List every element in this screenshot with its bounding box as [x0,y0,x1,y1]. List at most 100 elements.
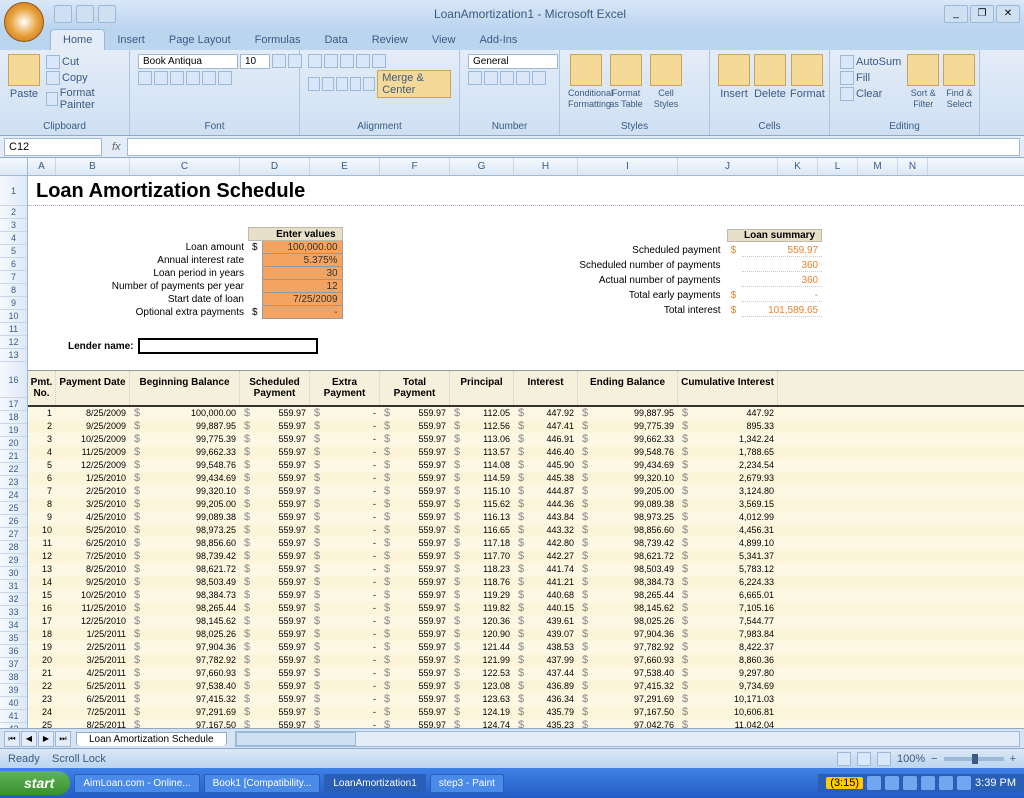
horizontal-scrollbar[interactable] [235,731,1020,747]
sort-filter-button[interactable]: Sort & Filter [907,54,939,110]
row-header[interactable]: 39 [0,684,27,697]
copy-button[interactable]: Copy [44,70,121,86]
merge-center-button[interactable]: Merge & Center [377,70,451,98]
number-format-dropdown[interactable]: General [468,54,558,69]
input-value[interactable]: 100,000.00 [262,241,342,254]
align-middle-button[interactable] [324,54,338,68]
schedule-row[interactable]: 203/25/2011$97,782.92$559.97$-$559.97$12… [28,654,1024,667]
column-header[interactable]: E [310,158,380,175]
align-left-button[interactable] [308,77,320,91]
clear-button[interactable]: Clear [838,86,903,102]
row-header[interactable]: 41 [0,710,27,723]
schedule-row[interactable]: 127/25/2010$98,739.42$559.97$-$559.97$11… [28,550,1024,563]
column-header[interactable]: D [240,158,310,175]
row-header[interactable]: 3 [0,219,27,232]
row-header[interactable]: 6 [0,258,27,271]
schedule-row[interactable]: 138/25/2010$98,621.72$559.97$-$559.97$11… [28,563,1024,576]
decrease-decimal-button[interactable] [532,71,546,85]
font-family-dropdown[interactable]: Book Antiqua [138,54,238,69]
row-header[interactable]: 27 [0,528,27,541]
schedule-row[interactable]: 181/25/2011$98,025.26$559.97$-$559.97$12… [28,628,1024,641]
sheet-content[interactable]: Loan Amortization Schedule Enter valuesL… [28,176,1024,728]
row-header[interactable]: 1 [0,176,27,206]
row-header[interactable]: 34 [0,619,27,632]
minimize-button[interactable]: _ [944,5,968,23]
fx-icon[interactable]: fx [106,141,127,153]
column-header[interactable]: B [56,158,130,175]
scrollbar-thumb[interactable] [236,732,356,746]
column-header[interactable]: C [130,158,240,175]
tray-icon[interactable] [957,776,971,790]
row-header[interactable]: 12 [0,336,27,349]
tray-icon[interactable] [903,776,917,790]
row-header[interactable]: 19 [0,424,27,437]
schedule-row[interactable]: 105/25/2010$98,973.25$559.97$-$559.97$11… [28,524,1024,537]
ribbon-tab-page-layout[interactable]: Page Layout [157,30,243,50]
qat-save[interactable] [54,5,72,23]
column-header[interactable]: N [898,158,928,175]
row-header[interactable]: 16 [0,362,27,398]
schedule-row[interactable]: 214/25/2011$97,660.93$559.97$-$559.97$12… [28,667,1024,680]
row-header[interactable]: 11 [0,323,27,336]
column-header[interactable]: A [28,158,56,175]
maximize-button[interactable]: ❐ [970,5,994,23]
insert-cells-button[interactable]: Insert [718,54,750,100]
ribbon-tab-add-ins[interactable]: Add-Ins [467,30,529,50]
paste-button[interactable]: Paste [8,54,40,100]
taskbar-item[interactable]: AimLoan.com - Online... [74,774,199,793]
tab-nav-first[interactable]: ⏮ [4,731,20,747]
schedule-row[interactable]: 411/25/2009$99,662.33$559.97$-$559.97$11… [28,446,1024,459]
ribbon-tab-insert[interactable]: Insert [105,30,157,50]
row-header[interactable]: 18 [0,411,27,424]
ribbon-tab-view[interactable]: View [420,30,468,50]
row-header[interactable]: 25 [0,502,27,515]
align-center-button[interactable] [322,77,334,91]
tab-nav-prev[interactable]: ◀ [21,731,37,747]
schedule-row[interactable]: 94/25/2010$99,089.38$559.97$-$559.97$116… [28,511,1024,524]
format-cells-button[interactable]: Format [790,54,825,100]
row-header[interactable]: 10 [0,310,27,323]
row-header[interactable]: 9 [0,297,27,310]
column-header[interactable]: F [380,158,450,175]
orientation-button[interactable] [356,54,370,68]
font-size-dropdown[interactable]: 10 [240,54,270,69]
comma-button[interactable] [500,71,514,85]
schedule-row[interactable]: 83/25/2010$99,205.00$559.97$-$559.97$115… [28,498,1024,511]
row-header[interactable]: 36 [0,645,27,658]
increase-indent-button[interactable] [363,77,375,91]
row-header[interactable]: 38 [0,671,27,684]
schedule-row[interactable]: 29/25/2009$99,887.95$559.97$-$559.97$112… [28,420,1024,433]
input-value[interactable]: 30 [262,267,342,280]
row-header[interactable]: 22 [0,463,27,476]
format-painter-button[interactable]: Format Painter [44,86,121,112]
view-layout-button[interactable] [857,752,871,766]
ribbon-tab-formulas[interactable]: Formulas [243,30,313,50]
formula-input[interactable] [127,138,1020,156]
column-header[interactable]: K [778,158,818,175]
cell-styles-button[interactable]: Cell Styles [648,54,684,110]
column-header[interactable]: L [818,158,858,175]
align-top-button[interactable] [308,54,322,68]
schedule-row[interactable]: 1712/25/2010$98,145.62$559.97$-$559.97$1… [28,615,1024,628]
row-header[interactable]: 42 [0,723,27,728]
row-header[interactable]: 29 [0,554,27,567]
schedule-row[interactable]: 310/25/2009$99,775.39$559.97$-$559.97$11… [28,433,1024,446]
tab-nav-last[interactable]: ⏭ [55,731,71,747]
row-header[interactable]: 13 [0,349,27,362]
wrap-text-button[interactable] [372,54,386,68]
row-header[interactable]: 2 [0,206,27,219]
column-header[interactable]: J [678,158,778,175]
schedule-row[interactable]: 116/25/2010$98,856.60$559.97$-$559.97$11… [28,537,1024,550]
tray-icon[interactable] [939,776,953,790]
percent-button[interactable] [484,71,498,85]
underline-button[interactable] [170,71,184,85]
view-normal-button[interactable] [837,752,851,766]
conditional-formatting-button[interactable]: Conditional Formatting [568,54,604,110]
schedule-row[interactable]: 236/25/2011$97,415.32$559.97$-$559.97$12… [28,693,1024,706]
schedule-row[interactable]: 149/25/2010$98,503.49$559.97$-$559.97$11… [28,576,1024,589]
row-header[interactable]: 7 [0,271,27,284]
currency-button[interactable] [468,71,482,85]
schedule-row[interactable]: 192/25/2011$97,904.36$559.97$-$559.97$12… [28,641,1024,654]
schedule-row[interactable]: 72/25/2010$99,320.10$559.97$-$559.97$115… [28,485,1024,498]
row-header[interactable]: 21 [0,450,27,463]
